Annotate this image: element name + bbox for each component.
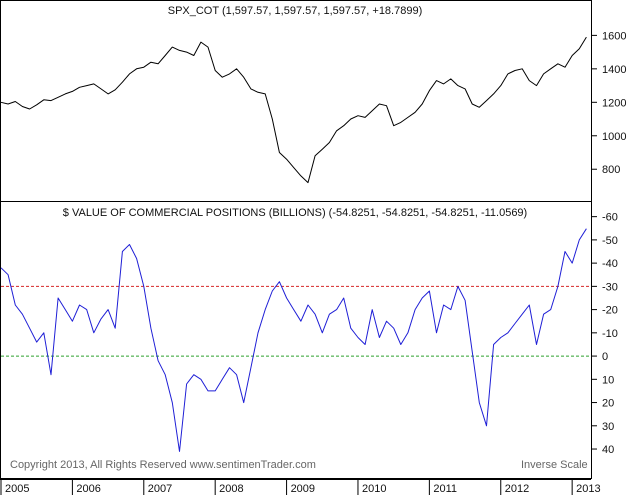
- spx-line: [0, 36, 587, 184]
- commercial-positions-line: [0, 228, 587, 452]
- x-tick-label: 2009: [291, 483, 315, 495]
- top-y-tick-label: 1200: [602, 97, 626, 109]
- bottom-y-tick-label: -40: [602, 258, 618, 270]
- x-tick-label: 2011: [433, 483, 457, 495]
- x-tick-label: 2008: [219, 483, 243, 495]
- top-y-tick-label: 800: [602, 164, 620, 176]
- reference-lines: [1, 285, 590, 357]
- x-tick-label: 2006: [76, 483, 100, 495]
- cot-series: [0, 228, 587, 452]
- inverse-scale-note: Inverse Scale: [521, 459, 588, 471]
- bottom-panel-frame: [0, 201, 592, 479]
- x-axis-ticks: 2005 2006 2007 2008 2009 2010 2011 2012 2013: [0, 479, 601, 495]
- bottom-y-tick-label: 20: [602, 398, 614, 410]
- bottom-y-tick-label: 10: [602, 374, 614, 386]
- bottom-y-tick-label: -20: [602, 305, 618, 317]
- bottom-chart-title: $ VALUE OF COMMERCIAL POSITIONS (BILLION…: [63, 207, 527, 219]
- bottom-y-tick-label: 40: [602, 444, 614, 456]
- top-panel-frame: [0, 0, 592, 202]
- top-y-tick-label: 1600: [602, 30, 626, 42]
- bottom-y-tick-label: 30: [602, 421, 614, 433]
- x-tick-label: 2013: [576, 483, 600, 495]
- x-tick-label: 2005: [5, 483, 29, 495]
- bottom-y-ticks: -60 -50 -40 -30 -20 -10 0 10 20 30 40: [591, 212, 618, 456]
- bottom-y-tick-label: 0: [602, 351, 608, 363]
- copyright-text: Copyright 2013, All Rights Reserved www.…: [10, 459, 316, 471]
- bottom-y-tick-label: -50: [602, 235, 618, 247]
- x-tick-label: 2012: [505, 483, 529, 495]
- bottom-y-tick-label: -10: [602, 328, 618, 340]
- spx-series: [0, 36, 587, 184]
- bottom-y-tick-label: -30: [602, 281, 618, 293]
- x-tick-label: 2007: [148, 483, 172, 495]
- top-y-ticks: 1600 1400 1200 1000 800: [591, 30, 626, 176]
- bottom-y-tick-label: -60: [602, 212, 618, 224]
- top-y-tick-label: 1000: [602, 131, 626, 143]
- x-tick-label: 2010: [362, 483, 386, 495]
- top-chart-title: SPX_COT (1,597.57, 1,597.57, 1,597.57, +…: [168, 5, 423, 17]
- top-y-tick-label: 1400: [602, 64, 626, 76]
